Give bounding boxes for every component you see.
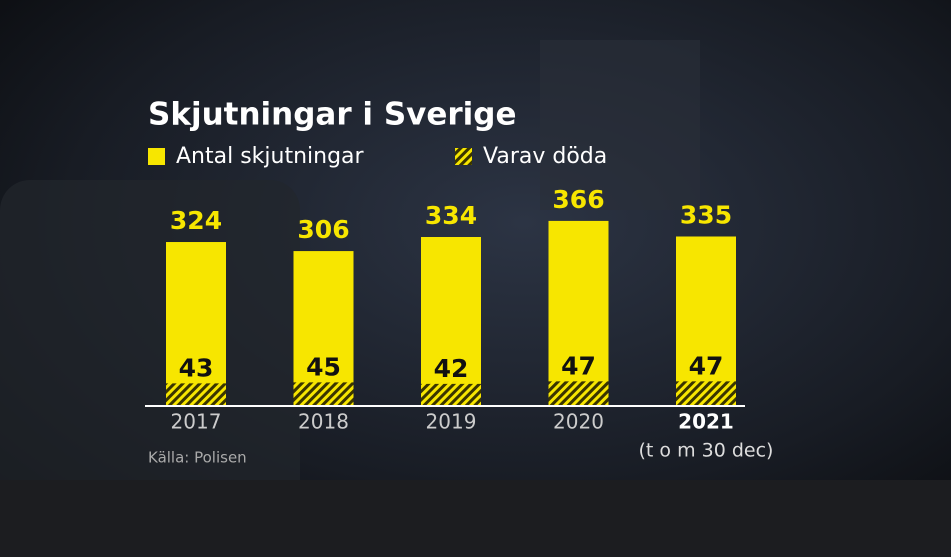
bar-deaths (166, 383, 226, 405)
value-label: 47 (561, 351, 596, 380)
value-label: 43 (179, 353, 214, 382)
bar (293, 251, 354, 405)
value-label: 366 (552, 185, 604, 214)
bar-deaths (421, 383, 481, 405)
x-tick-label: 2021 (678, 410, 734, 434)
x-tick-label: 2019 (426, 410, 477, 434)
value-label: 42 (434, 354, 469, 383)
legend-label: Antal skjutningar (176, 144, 365, 169)
value-label: 47 (689, 351, 724, 380)
background-shape (0, 180, 300, 530)
bar-deaths (548, 381, 609, 405)
legend-swatch (455, 148, 472, 165)
value-label: 306 (297, 215, 349, 244)
bar (421, 236, 481, 405)
x-tick-label: 2017 (171, 410, 222, 434)
background-shape (540, 40, 700, 210)
bar-deaths (676, 381, 736, 405)
bar (548, 220, 609, 405)
value-label: 324 (170, 206, 222, 235)
chart-title: Skjutningar i Sverige (148, 97, 517, 133)
x-tick-label: 2018 (298, 410, 349, 434)
value-label: 335 (680, 200, 732, 229)
value-label: 334 (425, 201, 477, 230)
bar (166, 242, 226, 405)
legend-swatch (148, 148, 165, 165)
x-tick-label: 2020 (553, 410, 604, 434)
legend-label: Varav döda (483, 144, 607, 169)
background-shape (0, 480, 951, 557)
note: (t o m 30 dec) (639, 440, 774, 462)
bar (676, 236, 736, 405)
source: Källa: Polisen (148, 449, 247, 467)
bar-deaths (293, 382, 354, 405)
value-label: 45 (306, 352, 341, 381)
